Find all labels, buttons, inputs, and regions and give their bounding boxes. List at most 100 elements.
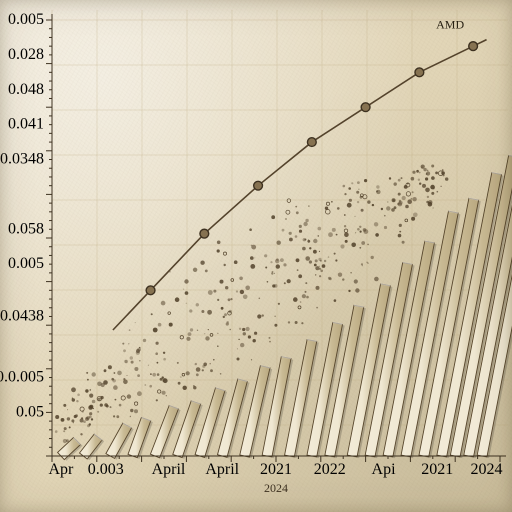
scatter-point — [131, 361, 134, 364]
scatter-point — [116, 415, 119, 418]
composite-chart: 0.0050.0280.0480.0410.03480.0580.0050.0.… — [0, 0, 512, 512]
scatter-point — [419, 172, 421, 174]
scatter-point — [357, 181, 360, 184]
scatter-point — [224, 313, 227, 316]
scatter-point — [202, 369, 204, 371]
scatter-point — [336, 234, 338, 236]
scatter-point — [441, 186, 442, 187]
scatter-point — [355, 288, 359, 292]
scatter-cloud — [55, 165, 449, 444]
scatter-point — [220, 373, 222, 375]
scatter-point — [272, 284, 275, 287]
scatter-point — [77, 394, 80, 397]
scatter-point — [196, 303, 199, 306]
scatter-point — [205, 336, 209, 340]
scatter-point — [338, 273, 342, 277]
scatter-point — [324, 260, 326, 262]
scatter-point — [431, 176, 435, 180]
scatter-point — [407, 199, 412, 204]
scatter-point — [223, 316, 225, 318]
scatter-point — [193, 385, 195, 387]
scatter-point — [295, 321, 298, 324]
scatter-point — [186, 371, 190, 375]
scatter-point — [55, 415, 59, 419]
scatter-point — [158, 390, 161, 393]
scatter-point — [398, 193, 401, 196]
scatter-point — [349, 199, 352, 202]
scatter-point — [243, 295, 248, 300]
scatter-point — [425, 188, 430, 193]
scatter-point — [319, 266, 320, 267]
scatter-point — [262, 314, 264, 316]
scatter-point — [122, 343, 124, 345]
scatter-point — [67, 409, 68, 410]
scatter-point — [144, 384, 146, 386]
scatter-point — [319, 275, 321, 277]
scatter-point — [343, 185, 346, 188]
line-marker — [307, 138, 316, 147]
scatter-point — [137, 374, 140, 377]
scatter-point — [287, 279, 291, 283]
scatter-point — [297, 269, 299, 271]
scatter-point — [130, 409, 133, 412]
scatter-point — [221, 307, 224, 310]
scatter-point — [443, 174, 445, 176]
scatter-point — [156, 399, 158, 401]
scatter-point — [269, 337, 271, 339]
scatter-point — [127, 394, 131, 398]
scatter-point — [344, 214, 346, 216]
scatter-point — [55, 430, 58, 433]
scatter-point — [418, 179, 420, 181]
line-marker — [415, 68, 424, 77]
scatter-point — [195, 363, 197, 365]
scatter-point — [344, 193, 346, 195]
scatter-point — [289, 232, 292, 235]
scatter-point — [250, 256, 254, 260]
scatter-point — [224, 264, 226, 266]
scatter-point — [360, 231, 362, 233]
scatter-point — [315, 266, 319, 270]
scatter-point — [351, 182, 353, 184]
scatter-point — [177, 362, 179, 364]
scatter-point — [302, 294, 306, 298]
scatter-point — [425, 177, 428, 180]
scatter-point — [354, 279, 358, 283]
x-tick-label: Apr — [49, 461, 75, 478]
scatter-point — [300, 301, 302, 303]
scatter-point — [411, 217, 415, 221]
scatter-point — [342, 278, 344, 280]
scatter-point — [227, 321, 229, 323]
scatter-point — [364, 179, 367, 182]
scatter-point — [264, 254, 267, 257]
scatter-point — [398, 179, 401, 182]
scatter-point — [193, 268, 197, 272]
scatter-point — [423, 168, 426, 171]
scatter-point — [150, 373, 152, 375]
scatter-point — [298, 274, 302, 278]
scatter-point — [117, 371, 122, 376]
scatter-point — [137, 391, 142, 396]
scatter-point — [108, 365, 112, 369]
scatter-point — [201, 310, 204, 313]
scatter-point — [286, 210, 290, 214]
scatter-point — [81, 417, 83, 419]
scatter-point — [326, 202, 329, 205]
scatter-point — [254, 332, 257, 335]
scatter-point — [337, 207, 340, 210]
scatter-point — [208, 290, 213, 295]
scatter-point — [114, 372, 116, 374]
scatter-point — [166, 395, 167, 396]
scatter-point — [169, 323, 173, 327]
scatter-point — [186, 303, 187, 304]
scatter-point — [335, 259, 337, 261]
scatter-point — [367, 200, 370, 203]
scatter-point — [386, 206, 390, 210]
scatter-point — [275, 316, 276, 317]
scatter-point — [348, 187, 351, 190]
scatter-point — [376, 185, 379, 188]
scatter-point — [356, 191, 359, 194]
scatter-point — [328, 232, 333, 237]
scatter-point — [202, 365, 205, 368]
scatter-point — [277, 241, 281, 245]
scatter-point — [308, 205, 309, 206]
